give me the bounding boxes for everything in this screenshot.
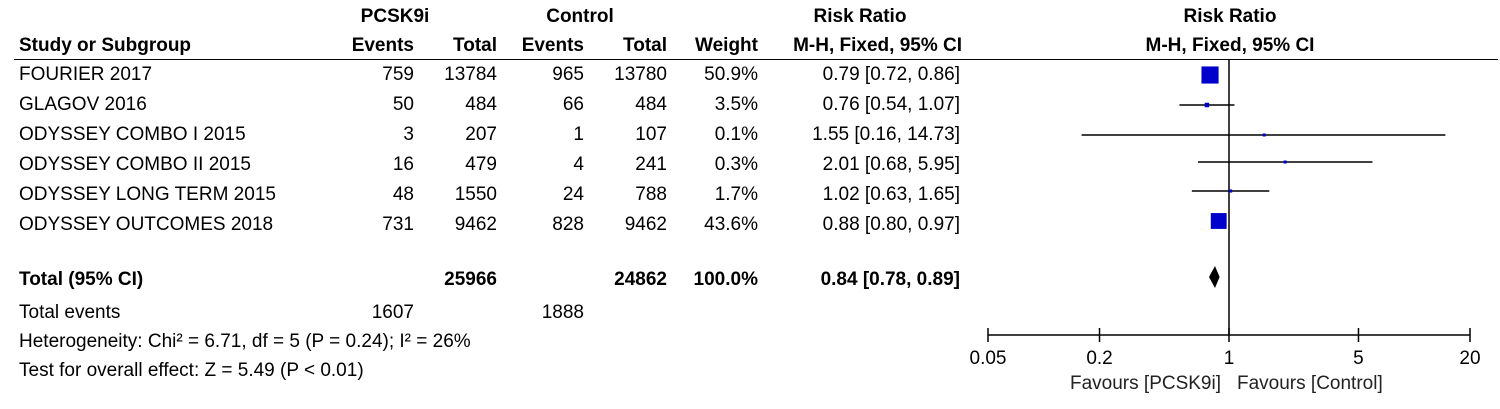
study-ci: 0.79 [0.72, 0.86] [822, 64, 960, 85]
study-e2: 4 [573, 154, 584, 175]
events1-header: Events [351, 35, 414, 56]
study-n1: 9462 [454, 214, 497, 235]
total1-header: Total [453, 35, 497, 56]
study-name: ODYSSEY LONG TERM 2015 [19, 184, 276, 205]
study-weight: 0.1% [714, 124, 758, 145]
study-n1: 479 [465, 154, 497, 175]
study-ci: 0.76 [0.54, 1.07] [822, 94, 960, 115]
study-marker [1229, 189, 1233, 193]
study-n1: 1550 [454, 184, 497, 205]
study-marker [1210, 213, 1227, 229]
study-name: ODYSSEY OUTCOMES 2018 [19, 214, 274, 235]
x-tick-label: 20 [1459, 348, 1480, 369]
study-name: ODYSSEY COMBO II 2015 [19, 154, 251, 175]
study-e2: 828 [552, 214, 584, 235]
study-e2: 965 [552, 64, 584, 85]
study-ci: 0.88 [0.80, 0.97] [822, 214, 960, 235]
study-n2: 9462 [624, 214, 667, 235]
study-n1: 207 [465, 124, 497, 145]
study-e1: 731 [382, 214, 414, 235]
plot-method-header: M-H, Fixed, 95% CI [1145, 35, 1315, 56]
rr-header: Risk Ratio [813, 6, 907, 27]
x-tick-label: 0.05 [970, 348, 1007, 369]
heterogeneity-text: Heterogeneity: Chi² = 6.71, df = 5 (P = … [19, 331, 471, 352]
header-rule [14, 59, 1498, 60]
study-e1: 50 [392, 94, 414, 115]
study-e1: 16 [392, 154, 414, 175]
total-weight: 100.0% [693, 269, 758, 290]
study-name: FOURIER 2017 [19, 64, 153, 85]
study-ci: 1.02 [0.63, 1.65] [822, 184, 960, 205]
study-n2: 241 [635, 154, 667, 175]
total-events-label: Total events [19, 302, 121, 323]
study-marker [1283, 160, 1287, 164]
study-ci: 2.01 [0.68, 5.95] [822, 154, 960, 175]
study-e2: 24 [562, 184, 584, 205]
study-weight: 0.3% [714, 154, 758, 175]
favours-left-label: Favours [PCSK9i] [1070, 373, 1221, 394]
study-n2: 13780 [614, 64, 667, 85]
total2-header: Total [623, 35, 667, 56]
study-n2: 484 [635, 94, 667, 115]
total-label: Total (95% CI) [19, 269, 144, 290]
study-n1: 13784 [444, 64, 497, 85]
study-weight: 43.6% [704, 214, 758, 235]
study-weight: 50.9% [704, 64, 758, 85]
study-weight: 3.5% [714, 94, 758, 115]
study-n2: 788 [635, 184, 667, 205]
plot-header: Risk Ratio [1183, 6, 1277, 27]
study-e1: 48 [392, 184, 414, 205]
total-n1: 25966 [444, 269, 497, 290]
study-n1: 484 [465, 94, 497, 115]
pooled-diamond [1209, 266, 1220, 288]
weight-header: Weight [695, 35, 758, 56]
overall-effect-text: Test for overall effect: Z = 5.49 (P < 0… [19, 360, 364, 381]
group1-header: PCSK9i [360, 6, 430, 27]
group2-header: Control [546, 6, 614, 27]
study-ci: 1.55 [0.16, 14.73] [812, 124, 960, 145]
method-header: M-H, Fixed, 95% CI [793, 35, 962, 56]
study-name: GLAGOV 2016 [19, 94, 147, 115]
study-weight: 1.7% [714, 184, 758, 205]
total-n2: 24862 [614, 269, 667, 290]
x-tick-label: 0.2 [1086, 348, 1112, 369]
total-events-e1: 1607 [371, 302, 414, 323]
study-n2: 107 [635, 124, 667, 145]
study-name: ODYSSEY COMBO I 2015 [19, 124, 246, 145]
study-e1: 3 [403, 124, 414, 145]
study-e2: 1 [573, 124, 584, 145]
favours-right-label: Favours [Control] [1237, 373, 1383, 394]
total-ci: 0.84 [0.78, 0.89] [820, 269, 960, 290]
study-marker [1201, 66, 1219, 84]
x-tick-label: 5 [1353, 348, 1364, 369]
study-e2: 66 [562, 94, 584, 115]
study-marker [1262, 133, 1266, 137]
study-marker [1204, 102, 1210, 108]
study-e1: 759 [382, 64, 414, 85]
events2-header: Events [521, 35, 584, 56]
x-tick-label: 1 [1224, 348, 1235, 369]
study-column-header: Study or Subgroup [19, 35, 192, 56]
total-events-e2: 1888 [541, 302, 584, 323]
